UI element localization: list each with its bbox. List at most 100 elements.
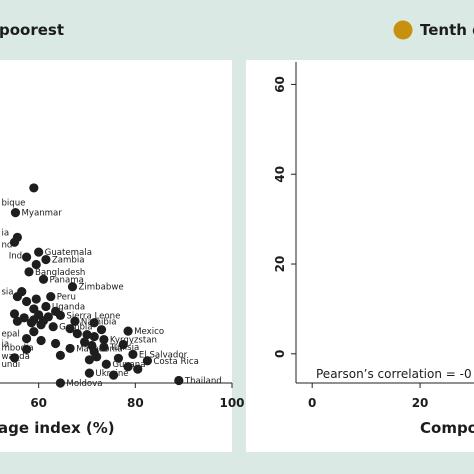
data-point (50, 338, 61, 349)
data-point (65, 324, 75, 334)
data-point-namibia (70, 316, 80, 326)
data-point (133, 364, 143, 374)
data-point-macedonia (65, 343, 75, 354)
point-label-clipped: nd (1, 241, 12, 251)
right-panel-title: Tenth d (420, 21, 474, 39)
point-label-panama: Panama (50, 275, 84, 285)
data-point (123, 362, 133, 372)
data-point-panama (38, 274, 49, 284)
data-point (21, 344, 32, 355)
right-x-axis-label: Compo (420, 419, 474, 437)
point-label-guatemala: Guatemala (45, 248, 92, 258)
data-point-sierra-leone (55, 310, 66, 320)
data-point-thailand (174, 375, 184, 386)
data-point (26, 318, 37, 328)
data-point (79, 337, 90, 347)
point-label-sierra-leone: Sierra Leone (66, 311, 120, 321)
point-label-mexico: Mexico (134, 327, 164, 337)
point-label-clipped: mbodia (1, 343, 33, 353)
data-point-zimbabwe (67, 282, 78, 292)
left-x-tick-label: 100 (219, 396, 244, 410)
data-point (12, 316, 22, 326)
point-label-clipped: Ind (9, 252, 22, 262)
correlation-annotation: Pearson’s correlation = -0 (316, 367, 472, 381)
point-label-clipped: undi (1, 360, 20, 370)
point-label-tunisia: Tunisia (109, 343, 139, 353)
data-point (9, 309, 20, 319)
data-point (31, 294, 41, 304)
point-label-zambia: Zambia (52, 256, 85, 266)
point-label-kyrgyzstan: Kyrgyzstan (110, 336, 157, 346)
point-label-clipped: ia (1, 339, 9, 349)
left-x-tick-label: 60 (30, 396, 47, 410)
data-point (21, 252, 32, 262)
data-point-gambia (48, 322, 58, 332)
data-point (21, 333, 32, 344)
right-y-tick-label: 0 (273, 350, 287, 358)
data-point-tunisia (99, 342, 109, 352)
right-panel: 0 20 40 60 0 20 Pearson’s correlation = -0 C… (273, 62, 474, 437)
right-x-tick-label: 20 (412, 396, 429, 410)
point-label-macedonia: Macedonia (76, 344, 123, 354)
data-point-guatemala (34, 247, 44, 257)
data-point-el-salvador (128, 349, 138, 359)
left-x-axis-label: age index (%) (0, 419, 115, 437)
data-point-mexico (123, 326, 133, 336)
panel-divider (232, 60, 246, 474)
point-label-peru: Peru (57, 293, 76, 303)
data-point (29, 327, 39, 337)
data-point (36, 335, 46, 346)
point-label-bangladesh: Bangladesh (35, 268, 85, 278)
data-point-bangladesh (24, 267, 34, 277)
right-y-ticks: 0 20 40 60 (273, 76, 296, 358)
data-point-costa-rica (142, 356, 153, 366)
point-label-moldova: Moldova (66, 379, 102, 389)
data-point (118, 339, 128, 350)
data-point-zambia (41, 254, 51, 265)
data-point (92, 352, 102, 362)
data-point (9, 353, 20, 363)
data-point (29, 183, 39, 193)
data-point (96, 325, 107, 335)
data-point (82, 330, 92, 340)
left-x-tick-label: 80 (127, 396, 144, 410)
right-x-tick-label: 0 (308, 396, 316, 410)
data-point-moldova (55, 378, 66, 388)
data-point-uganda (41, 301, 51, 312)
point-label-costa-rica: Costa Rica (153, 357, 198, 367)
data-point (84, 355, 95, 365)
data-point (55, 350, 66, 360)
data-point (89, 318, 99, 328)
point-label-el-salvador: El Salvador (139, 350, 188, 360)
point-label-clipped: sia (1, 288, 13, 298)
point-label-clipped: ia (1, 228, 9, 238)
data-point-peru (46, 291, 56, 302)
legend-swatch-icon (393, 20, 413, 40)
data-point (113, 353, 124, 363)
point-label-zimbabwe: Zimbabwe (79, 283, 124, 293)
data-point (72, 329, 82, 339)
data-point-guyana (101, 359, 111, 369)
right-x-ticks: 0 20 (308, 383, 428, 410)
point-label-clipped: epal (1, 330, 19, 340)
data-point (21, 296, 32, 307)
data-point (89, 331, 99, 342)
data-point (108, 370, 119, 380)
point-label-clipped: wanda (1, 352, 29, 362)
point-label-gambia: Gambia (59, 323, 92, 333)
right-y-tick-label: 20 (273, 256, 287, 273)
point-label-uganda: Uganda (52, 302, 85, 312)
left-x-ticks: 60 80 100 (30, 383, 245, 410)
data-point-ukraine (84, 368, 95, 378)
point-label-thailand: Thailand (184, 377, 222, 387)
point-label-myanmar: Myanmar (21, 209, 62, 219)
bottom-band (0, 452, 474, 474)
data-point (36, 320, 46, 330)
data-point-kyrgyzstan (99, 334, 109, 345)
right-y-tick-label: 40 (273, 166, 287, 183)
point-label-clipped: bique (1, 199, 25, 209)
left-panel-title: poorest (0, 21, 64, 39)
